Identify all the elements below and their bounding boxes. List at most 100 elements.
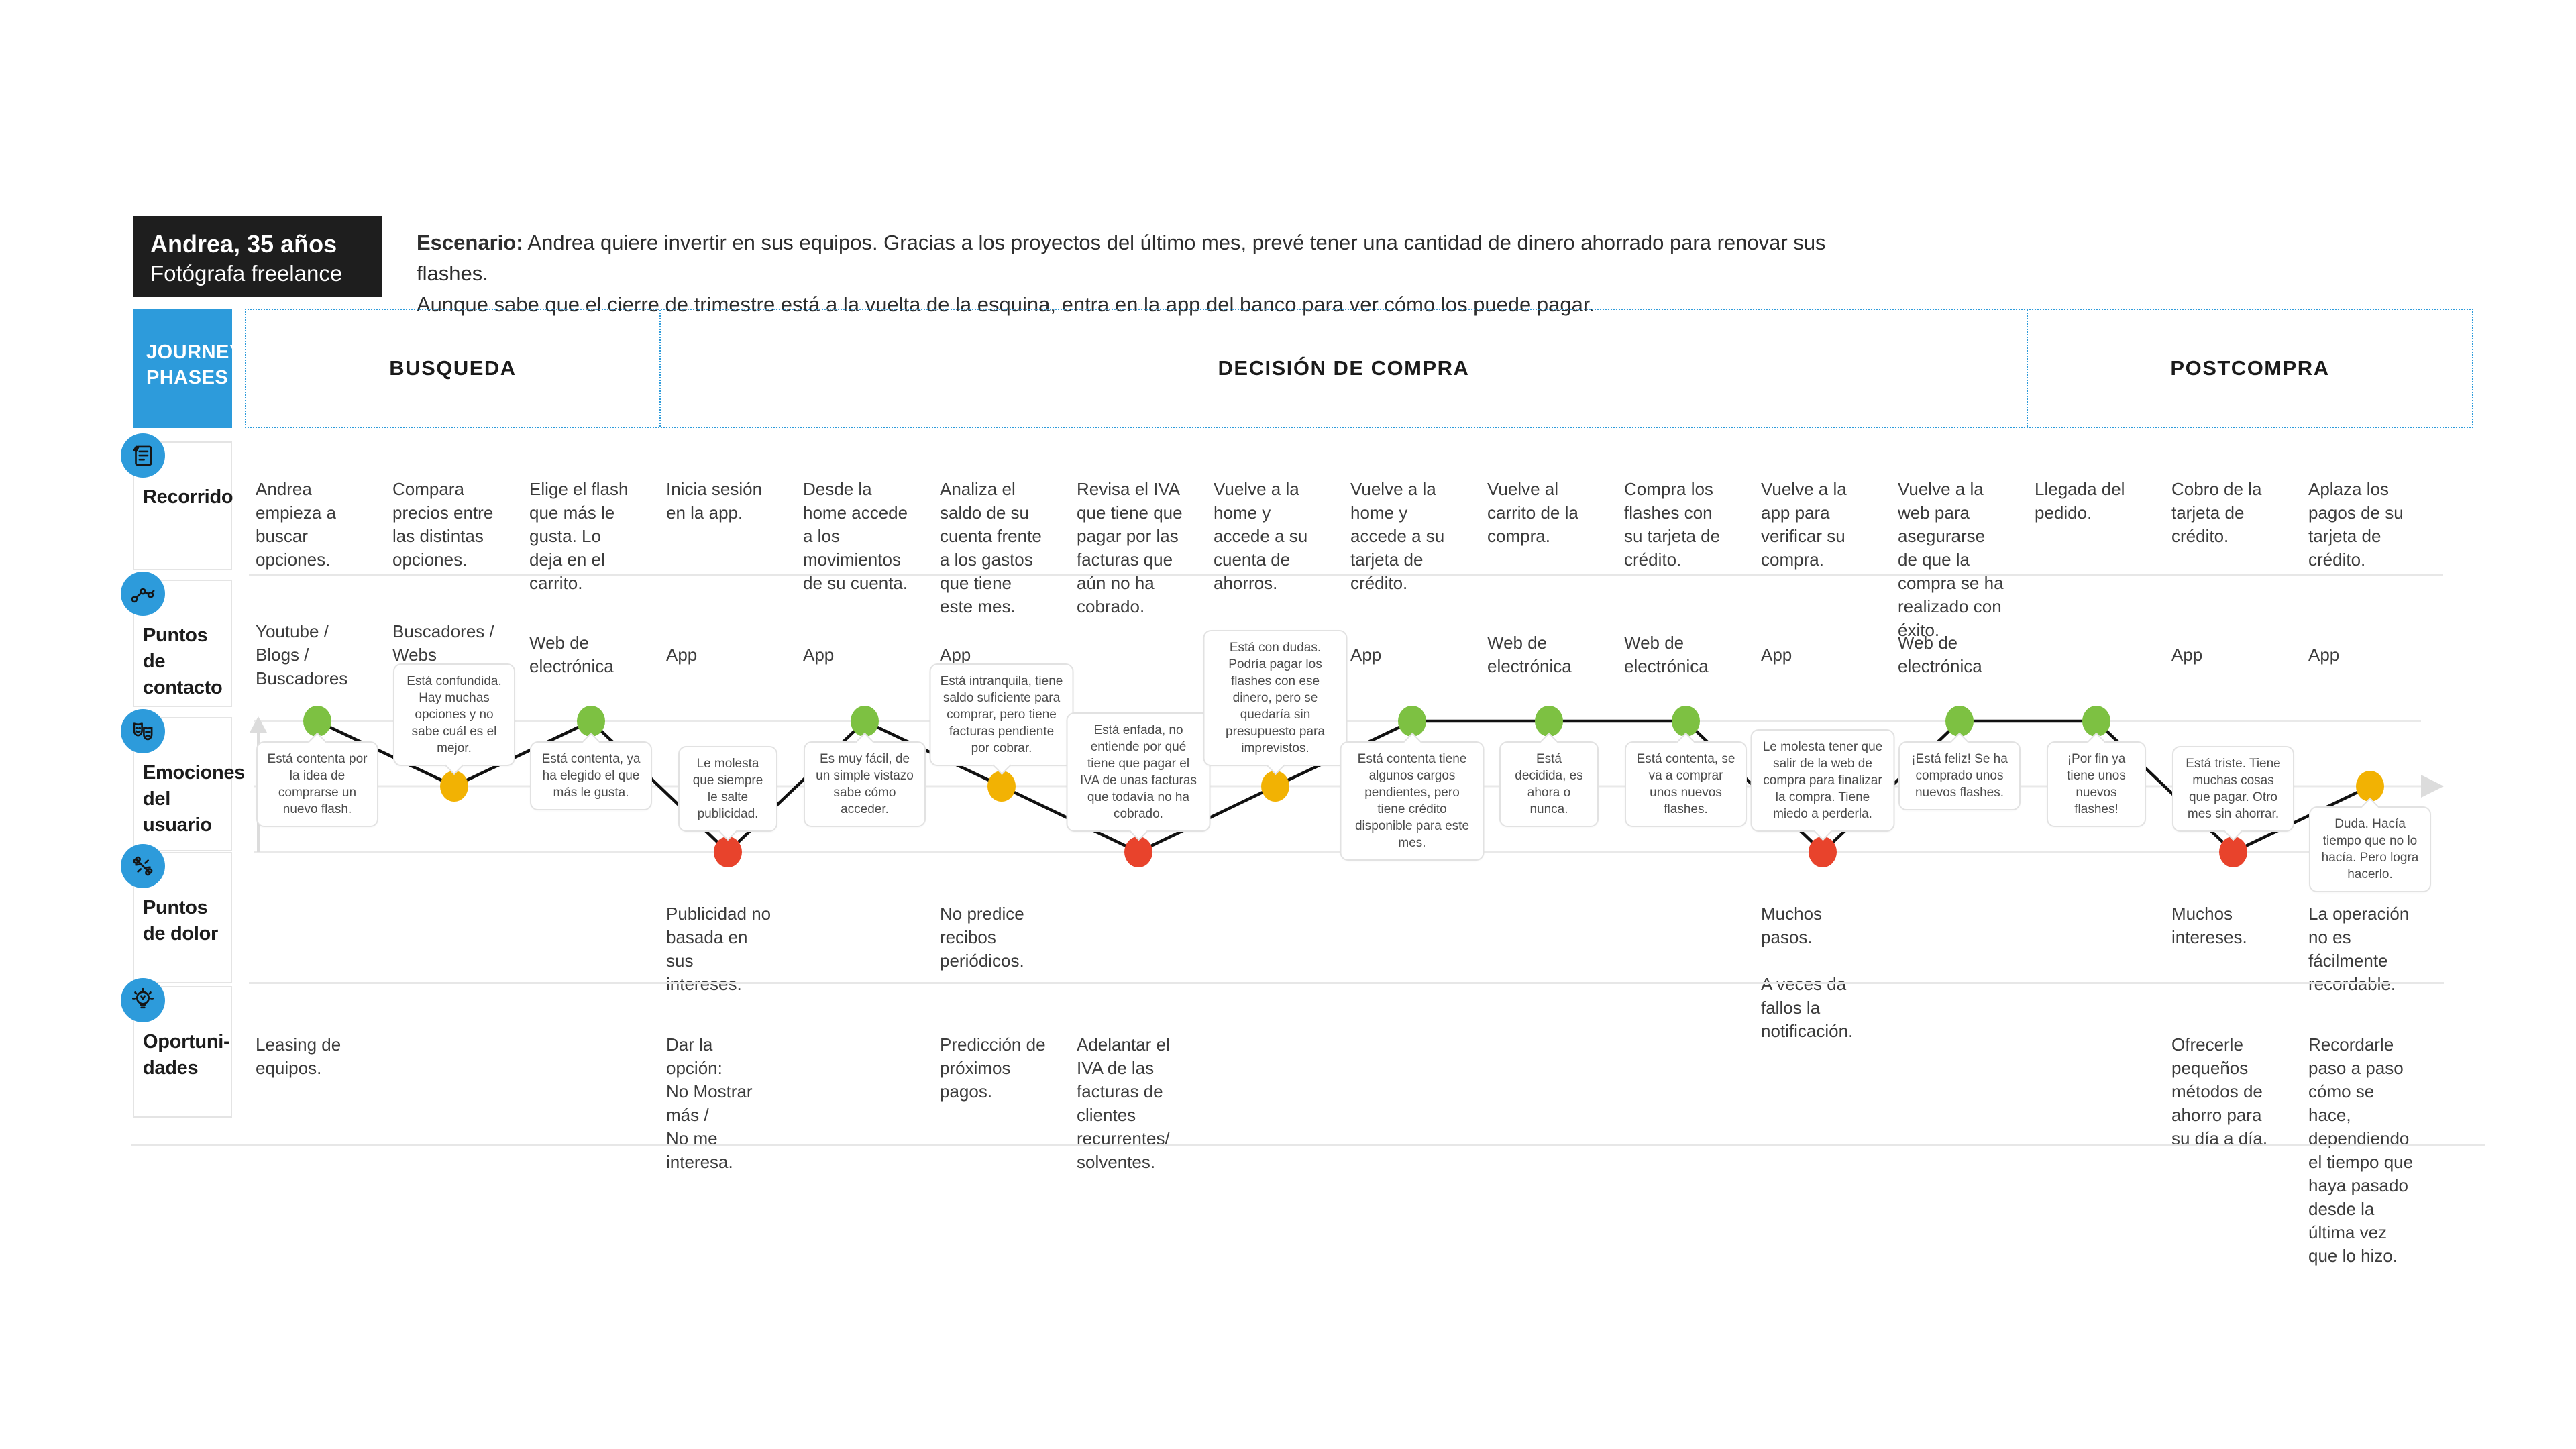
emotion-dot-8 (1261, 771, 1289, 802)
pain-cell-4: Publicidad no basada en sus intereses. (666, 904, 771, 994)
emotion-bubble-7: Está enfada, no entiende por qué tiene q… (1066, 712, 1211, 832)
emotion-dot-13 (1945, 706, 1974, 737)
pain-cell-1 (249, 902, 386, 1043)
emotion-chart-svg (250, 706, 2444, 867)
emotion-dot-16 (2356, 771, 2384, 802)
touchpoint-cell-7 (1070, 619, 1207, 691)
emotion-dot-9 (1398, 706, 1426, 737)
journey-phases-box: JOURNEY PHASES (133, 309, 242, 428)
emotion-bubble-10: Está decidida, es ahora o nunca. (1499, 741, 1599, 827)
step-cell-13: Vuelve a la web para asegurarse de que l… (1898, 479, 2004, 640)
touchpoint-cell-12: App (1761, 644, 1792, 665)
pain-cell-9 (1344, 902, 1481, 1043)
step-cell-11: Compra los flashes con su tarjeta de cré… (1624, 479, 1721, 570)
row-label-text: Puntos de contacto (143, 625, 223, 698)
row-label-text: Puntos de dolor (143, 897, 218, 945)
step-cell-12: Vuelve a la app para verificar su compra… (1761, 479, 1847, 570)
row-label-text: Emociones del usuario (143, 762, 246, 836)
opportunity-cell-13 (1891, 1033, 2028, 1268)
row-label-oportunidades: Oportuni- dades (121, 978, 232, 1118)
scenario-label: Escenario: (417, 231, 523, 254)
emotion-dot-12 (1809, 837, 1837, 867)
scenario-line2: Aunque sabe que el cierre de trimestre e… (417, 292, 1595, 316)
emotion-bubble-11: Está contenta, se va a comprar unos nuev… (1625, 741, 1747, 827)
opportunity-cell-1: Leasing de equipos. (256, 1034, 341, 1078)
row-label-text: Recorrido (143, 486, 233, 508)
axis-right-arrow-icon (2421, 775, 2444, 798)
step-cell-4: Inicia sesión en la app. (666, 479, 763, 523)
opportunity-cell-15: Ofrecerle pequeños métodos de ahorro par… (2171, 1034, 2268, 1148)
opportunity-cell-3 (523, 1033, 659, 1268)
emotion-bubble-9: Está contenta tiene algunos cargos pendi… (1340, 741, 1485, 861)
step-cell-6: Analiza el saldo de su cuenta frente a l… (940, 479, 1042, 616)
opportunity-cell-8 (1207, 1033, 1344, 1268)
touchpoint-cell-6: App (940, 644, 971, 665)
step-cell-8: Vuelve a la home y accede a su cuenta de… (1214, 479, 1308, 593)
emotion-dot-6 (987, 771, 1016, 802)
pain-cell-6: No predice recibos periódicos. (940, 904, 1024, 971)
scenario-line1: Escenario: Andrea quiere invertir en sus… (417, 231, 1826, 285)
opportunity-cell-2 (386, 1033, 523, 1268)
row-label-emociones: Emociones del usuario (121, 709, 246, 851)
step-cell-7: Revisa el IVA que tiene que pagar por la… (1077, 479, 1183, 616)
opportunity-cell-9 (1344, 1033, 1481, 1268)
persona-name: Andrea, 35 años (150, 230, 337, 258)
pain-cell-5 (796, 902, 933, 1043)
pain-icon (121, 844, 165, 888)
touchpoint-cell-10: Web de electrónica (1487, 633, 1572, 676)
opportunity-cell-14 (2028, 1033, 2165, 1268)
emotion-bubble-4: Le molesta que siempre le salte publicid… (678, 746, 777, 832)
emotion-dot-4 (714, 837, 742, 867)
opportunities-row: Leasing de equipos. Dar la opción: No Mos… (249, 1033, 2438, 1268)
touchpoint-cell-4: App (666, 644, 698, 665)
phase-decision-de-compra: DECISIÓN DE COMPRA (661, 310, 2028, 427)
pain-cell-14 (2028, 902, 2165, 1043)
notes-icon (121, 433, 165, 478)
separator-dolor-oportunidades (249, 982, 2444, 984)
row-label-puntos-de-contacto: Puntos de contacto (121, 572, 232, 707)
emotion-bubble-1: Está contenta por la idea de comprarse u… (256, 741, 378, 827)
touchpoint-cell-13: Web de electrónica (1898, 633, 1982, 676)
axis-up-arrow-icon (250, 716, 267, 733)
touchpoint-cell-5: App (803, 644, 835, 665)
masks-icon (121, 709, 165, 753)
scenario-text: Escenario: Andrea quiere invertir en sus… (417, 227, 1839, 320)
opportunity-cell-4: Dar la opción: No Mostrar más / No me in… (666, 1034, 753, 1172)
emotion-bubble-14: ¡Por fin ya tiene unos nuevos flashes! (2047, 741, 2146, 827)
opportunity-cell-12 (1754, 1033, 1891, 1268)
touchpoints-row: Youtube / Blogs / Buscadores Buscadores /… (249, 619, 2438, 691)
emotion-bubble-5: Es muy fácil, de un simple vistazo sabe … (804, 741, 926, 827)
step-cell-2: Compara precios entre las distintas opci… (392, 479, 494, 570)
emotion-bubble-8: Está con dudas. Podría pagar los flashes… (1203, 630, 1348, 766)
step-cell-15: Cobro de la tarjeta de crédito. (2171, 479, 2262, 546)
touchpoint-cell-14 (2028, 619, 2165, 691)
pain-cell-13 (1891, 902, 2028, 1043)
emotion-bubble-13: ¡Está feliz! Se ha comprado unos nuevos … (1898, 741, 2021, 810)
pain-points-row: Publicidad no basada en sus intereses. No… (249, 902, 2438, 1043)
row-label-text: Oportuni- dades (143, 1031, 230, 1079)
emotion-dot-3 (577, 706, 605, 737)
emotion-bubble-12: Le molesta tener que salir de la web de … (1750, 729, 1895, 832)
emotion-chart: Está contenta por la idea de comprarse u… (249, 630, 2463, 892)
emotion-dot-15 (2219, 837, 2247, 867)
pain-cell-3 (523, 902, 659, 1043)
touchpoint-cell-9: App (1350, 644, 1382, 665)
phase-postcompra: POSTCOMPRA (2170, 356, 2330, 380)
step-cell-3: Elige el flash que más le gusta. Lo deja… (529, 479, 629, 593)
opportunity-cell-5 (796, 1033, 933, 1268)
touchpoint-cell-1: Youtube / Blogs / Buscadores (256, 621, 348, 688)
emotion-dot-10 (1535, 706, 1563, 737)
opportunity-cell-11 (1617, 1033, 1754, 1268)
opportunity-cell-16: Recordarle paso a paso cómo se hace, dep… (2308, 1034, 2414, 1266)
recorrido-row: Andrea empieza a buscar opciones. Compara… (249, 478, 2438, 642)
emotion-dot-1 (303, 706, 331, 737)
separator-recorrido-contacto (249, 574, 2443, 576)
touchpoint-cell-15: App (2171, 644, 2203, 665)
step-cell-16: Aplaza los pagos de su tarjeta de crédit… (2308, 479, 2404, 570)
opportunity-cell-10 (1481, 1033, 1617, 1268)
emotion-dot-7 (1124, 837, 1152, 867)
emotion-dot-14 (2082, 706, 2110, 737)
emotion-bubble-16: Duda. Hacía tiempo que no lo hacía. Pero… (2309, 806, 2431, 892)
emotion-dot-5 (851, 706, 879, 737)
